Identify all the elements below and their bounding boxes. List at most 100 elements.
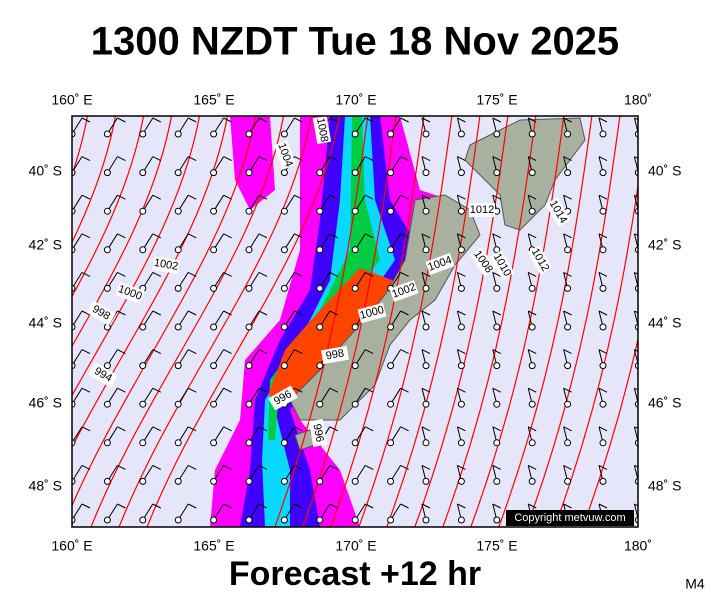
barb-station (245, 400, 253, 408)
copyright-box (506, 510, 634, 526)
isobar-label-box (151, 255, 181, 275)
isobar (72, 116, 89, 177)
isobar-label: 998 (86, 300, 116, 326)
barb-feather (187, 349, 197, 355)
isobar (72, 116, 201, 397)
barb-feather (634, 426, 638, 430)
barb-station (103, 246, 111, 254)
isobar (386, 116, 481, 527)
barb-station (457, 169, 465, 177)
isobar-label-box (320, 345, 350, 365)
barb-station (457, 207, 465, 215)
barb-feather (421, 310, 431, 316)
barb-station (280, 362, 288, 370)
lat-label: 40˚ S (29, 163, 62, 179)
barb-station (493, 130, 501, 138)
barb-station (422, 516, 430, 524)
barb-station (351, 169, 359, 177)
barb-feather (563, 310, 572, 316)
barb-station (422, 207, 430, 215)
barb-feather (258, 387, 268, 393)
barb-station (457, 439, 465, 447)
barb-feather (223, 464, 232, 470)
barb-feather (457, 271, 466, 277)
barb-feather (223, 310, 232, 316)
barb-station (174, 400, 182, 408)
barb-feather (294, 464, 303, 470)
isobar-label: 994 (88, 362, 118, 388)
barb-station (564, 246, 572, 254)
barb-feather (598, 233, 608, 239)
barb-station (103, 284, 111, 292)
barb-feather (527, 503, 537, 509)
barb-station (210, 169, 218, 177)
barb-feather (117, 233, 126, 239)
barb-feather (492, 426, 502, 432)
barb-feather (634, 464, 638, 468)
barb-station (245, 284, 253, 292)
barb-station (599, 323, 607, 331)
barb-feather (258, 349, 268, 355)
barb-feather (421, 233, 431, 239)
isobar (118, 116, 313, 527)
barb-feather (364, 349, 374, 355)
isobar-label-box (425, 252, 455, 276)
isobar (146, 116, 341, 527)
isobar (274, 116, 369, 527)
barb-feather (117, 349, 126, 355)
isobar-label-box (389, 279, 419, 303)
isobar (526, 116, 621, 527)
barb-station (245, 207, 253, 215)
barb-station (599, 439, 607, 447)
barb-station (564, 477, 572, 485)
barb-feather (457, 233, 466, 239)
barb-station (316, 284, 324, 292)
lat-label: 46˚ S (29, 395, 62, 411)
barb-feather (81, 503, 91, 509)
barb-feather (457, 117, 466, 123)
barb-station (103, 400, 111, 408)
barb-feather (258, 271, 268, 277)
barb-station (457, 362, 465, 370)
barb-feather (634, 233, 638, 237)
barb-station (280, 207, 288, 215)
isobar-label-box (268, 385, 298, 411)
barb-feather (400, 387, 409, 393)
isobars (72, 116, 638, 527)
barb-station (245, 323, 253, 331)
barb-feather (634, 349, 638, 352)
barb-station (599, 477, 607, 485)
barb-feather (400, 503, 409, 509)
barb-feather (223, 503, 232, 509)
barb-feather (421, 271, 431, 277)
barb-feather (492, 117, 502, 123)
barb-station (493, 477, 501, 485)
barb-station (174, 246, 182, 254)
barb-feather (457, 464, 466, 470)
barb-feather (187, 271, 197, 277)
barb-station (103, 439, 111, 447)
barb-feather (457, 156, 466, 162)
isobar-label-box (469, 247, 497, 277)
barb-station (457, 400, 465, 408)
barb-feather (364, 503, 374, 509)
barb-feather (527, 233, 537, 239)
barb-feather (457, 349, 466, 355)
isobar-label: 996 (268, 385, 298, 411)
barb-station (280, 516, 288, 524)
barb-feather (634, 271, 638, 275)
barb-feather (598, 503, 608, 509)
isobar (470, 116, 565, 527)
barb-feather (81, 426, 91, 432)
barb-feather (294, 271, 303, 277)
barb-station (316, 169, 324, 177)
lat-label: 40˚ S (648, 163, 681, 179)
barb-feather (81, 387, 91, 393)
isobar-label: 1000 (115, 281, 145, 305)
map-area: 1004100810021000998994100210009989969961… (72, 116, 638, 527)
barb-station (280, 477, 288, 485)
barb-station (316, 362, 324, 370)
barb-feather (187, 387, 197, 393)
lon-label: 175˚ E (476, 92, 517, 108)
